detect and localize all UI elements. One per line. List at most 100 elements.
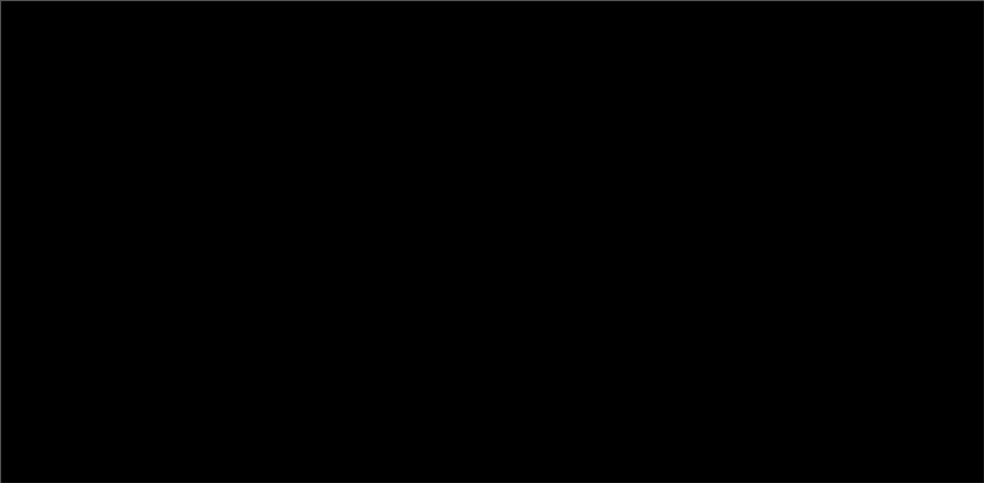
- Text: +.40%: +.40%: [192, 248, 218, 257]
- Text: Lease Rt: Lease Rt: [973, 309, 984, 317]
- Text: 2 3 Metal Spots (METL): 2 3 Metal Spots (METL): [349, 218, 457, 227]
- Bar: [0, 111, 268, 125]
- Text: 8/14: 8/14: [379, 324, 400, 332]
- Bar: [268, 126, 538, 140]
- Text: 7:46: 7:46: [40, 203, 61, 213]
- Text: 1 Year: 1 Year: [813, 384, 844, 393]
- Text: 1523.70: 1523.70: [84, 84, 120, 93]
- Text: 8/14: 8/14: [109, 354, 130, 363]
- Text: -.18%: -.18%: [461, 84, 488, 93]
- Text: -.24: -.24: [197, 69, 218, 77]
- Text: 8:00: 8:00: [599, 369, 620, 378]
- Bar: [268, 276, 538, 290]
- Text: .23850: .23850: [911, 324, 943, 332]
- Bar: [810, 381, 984, 395]
- Text: %Chg: %Chg: [198, 233, 218, 242]
- Text: History: History: [598, 39, 632, 47]
- Text: +8.2013: +8.2013: [309, 173, 346, 183]
- Text: -.98: -.98: [149, 84, 170, 93]
- Text: Exchange: Exchange: [285, 309, 325, 317]
- Text: GBP: GBP: [3, 143, 19, 153]
- Text: Fwds and ATM Opts: Fwds and ATM Opts: [646, 39, 729, 47]
- Text: USD/OZ: USD/OZ: [840, 309, 869, 317]
- Text: 1594.75: 1594.75: [196, 324, 233, 332]
- Bar: [268, 246, 538, 260]
- Text: -.32: -.32: [762, 324, 783, 332]
- Text: Chg: Chg: [145, 233, 160, 242]
- Text: 1 Month: 1 Month: [813, 324, 850, 332]
- Text: %Chg: %Chg: [448, 54, 468, 62]
- Bar: [0, 0, 984, 21]
- Text: London PM EUR: London PM EUR: [285, 339, 353, 347]
- Text: ●: ●: [639, 41, 643, 45]
- Text: EFP Implied Spot: EFP Implied Spot: [260, 203, 344, 213]
- Text: 2 4 Gold Futures (CEM): 2 4 Gold Futures (CEM): [705, 294, 820, 302]
- Text: Last: Last: [328, 233, 348, 242]
- Text: London PM USD: London PM USD: [285, 324, 353, 332]
- Text: +.29%: +.29%: [461, 158, 488, 168]
- Text: -.67: -.67: [762, 369, 783, 378]
- Text: 2.77: 2.77: [99, 279, 120, 287]
- Text: 1 4) Palladium: 1 4) Palladium: [201, 24, 274, 33]
- Bar: [540, 305, 984, 320]
- Text: London AM USD: London AM USD: [3, 324, 71, 332]
- Text: 3 Month: 3 Month: [813, 354, 850, 363]
- Text: 1305.60: 1305.60: [196, 339, 233, 347]
- Text: .35667: .35667: [853, 339, 885, 347]
- Text: Time: Time: [608, 309, 628, 317]
- Text: Chg: Chg: [145, 54, 160, 62]
- Text: Time: Time: [115, 309, 135, 317]
- Text: 1594.20: 1594.20: [861, 354, 898, 363]
- Text: COMEX: COMEX: [543, 324, 570, 332]
- Text: -.17%: -.17%: [192, 264, 218, 272]
- Text: 574.05: 574.05: [315, 279, 346, 287]
- Bar: [268, 230, 538, 245]
- Text: Spot Gold (XAU) Prices: Spot Gold (XAU) Prices: [76, 40, 192, 48]
- Text: 1595.10: 1595.10: [499, 203, 536, 213]
- Text: Spot Daily Gold Fixings: Spot Daily Gold Fixings: [209, 294, 330, 302]
- Text: 57.71: 57.71: [93, 248, 120, 257]
- Bar: [0, 126, 268, 140]
- Text: .23415: .23415: [953, 369, 984, 378]
- Bar: [268, 66, 538, 80]
- Text: EFP COMEX Futures Implied USD Gold Spot: EFP COMEX Futures Implied USD Gold Spot: [166, 188, 371, 198]
- Text: 1 3) Platinum: 1 3) Platinum: [125, 24, 193, 33]
- Text: Dubai: Dubai: [543, 354, 570, 363]
- Bar: [540, 290, 984, 305]
- Text: 11:36: 11:36: [27, 99, 53, 108]
- Text: +.23: +.23: [149, 248, 170, 257]
- Text: +66.08: +66.08: [139, 158, 170, 168]
- Text: +.06%: +.06%: [461, 173, 488, 183]
- Text: EFP: EFP: [4, 203, 20, 213]
- Text: -.33%: -.33%: [461, 128, 488, 138]
- Bar: [268, 171, 538, 185]
- Text: +.02%: +.02%: [461, 99, 488, 108]
- Text: .31833: .31833: [853, 324, 885, 332]
- Text: Last: Last: [460, 309, 480, 317]
- Text: 14 Aug 2012: 14 Aug 2012: [620, 262, 666, 268]
- Text: +.00: +.00: [149, 264, 170, 272]
- Text: 11:37: 11:37: [27, 84, 53, 93]
- Text: 11:36: 11:36: [27, 248, 53, 257]
- Text: +1.0470: +1.0470: [309, 84, 346, 93]
- Text: ⌕ Zoom: ⌕ Zoom: [865, 39, 894, 47]
- Text: .52600: .52600: [953, 384, 984, 393]
- Text: 8/14: 8/14: [109, 369, 130, 378]
- Bar: [1, 2, 73, 20]
- Bar: [0, 336, 539, 350]
- Bar: [0, 290, 539, 305]
- Text: 1583.41: 1583.41: [84, 99, 120, 108]
- Text: 8:00: 8:00: [584, 255, 601, 261]
- Text: Last: Last: [660, 309, 680, 317]
- Text: -: -: [483, 69, 488, 77]
- Text: LIBOR: LIBOR: [923, 309, 948, 317]
- Text: 1: 1: [340, 69, 346, 77]
- Text: 1597.75: 1597.75: [441, 324, 478, 332]
- Text: Currency vs USD: Currency vs USD: [364, 40, 443, 48]
- Text: 1028.34: 1028.34: [196, 354, 233, 363]
- Text: Shanghai: Shanghai: [543, 369, 585, 378]
- Text: Time: Time: [388, 309, 408, 317]
- Text: 2.20: 2.20: [109, 203, 130, 213]
- Bar: [0, 156, 268, 170]
- Bar: [0, 21, 58, 36]
